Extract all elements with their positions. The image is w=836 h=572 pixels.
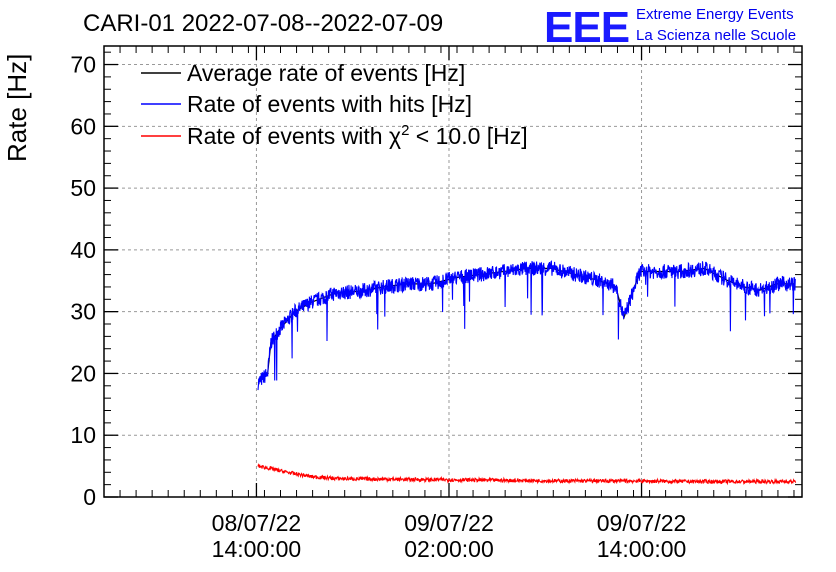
grid	[104, 46, 802, 497]
x-tick-time: 14:00:00	[597, 536, 687, 562]
series-line-1	[257, 260, 796, 391]
y-tick-label: 50	[70, 175, 96, 201]
chart-title: CARI-01 2022-07-08--2022-07-09	[83, 10, 443, 37]
y-tick-label: 20	[70, 360, 96, 386]
eee-logo-line1: Extreme Energy Events	[636, 6, 794, 23]
series-line-2	[257, 463, 797, 486]
y-tick-label: 60	[70, 113, 96, 139]
axis-ticks: 01020304050607008/07/2214:00:0009/07/220…	[70, 46, 802, 562]
legend-label-2: Rate of events with χ2 < 10.0 [Hz]	[187, 122, 528, 149]
x-tick-time: 02:00:00	[404, 536, 494, 562]
eee-logo-mark: EEE	[544, 3, 629, 52]
x-tick-date: 08/07/22	[212, 510, 302, 536]
x-tick-date: 09/07/22	[597, 510, 687, 536]
eee-logo-line2: La Scienza nelle Scuole	[636, 27, 796, 44]
legend-label-0: Average rate of events [Hz]	[187, 60, 465, 86]
x-tick-time: 14:00:00	[212, 536, 302, 562]
y-tick-label: 70	[70, 52, 96, 78]
x-tick-date: 09/07/22	[404, 510, 494, 536]
y-tick-label: 40	[70, 237, 96, 263]
y-tick-label: 10	[70, 422, 96, 448]
legend: Average rate of events [Hz] Rate of event…	[141, 60, 528, 149]
legend-label-1: Rate of events with hits [Hz]	[187, 91, 472, 117]
y-tick-label: 30	[70, 299, 96, 325]
y-axis-label: Rate [Hz]	[2, 54, 32, 162]
y-tick-label: 0	[83, 484, 96, 510]
plot-frame	[103, 45, 803, 498]
series-group	[257, 260, 797, 486]
series-line-0	[257, 267, 796, 384]
